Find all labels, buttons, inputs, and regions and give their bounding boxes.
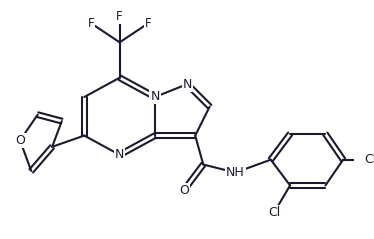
Text: F: F xyxy=(145,16,152,30)
Text: F: F xyxy=(116,10,123,23)
Text: Cl: Cl xyxy=(268,206,280,219)
Text: N: N xyxy=(115,148,124,161)
Text: N: N xyxy=(183,78,192,91)
Text: N: N xyxy=(150,91,160,103)
Text: O: O xyxy=(179,184,189,197)
Text: Cl: Cl xyxy=(364,153,374,166)
Text: NH: NH xyxy=(226,166,245,179)
Text: O: O xyxy=(15,134,25,147)
Text: F: F xyxy=(88,16,94,30)
